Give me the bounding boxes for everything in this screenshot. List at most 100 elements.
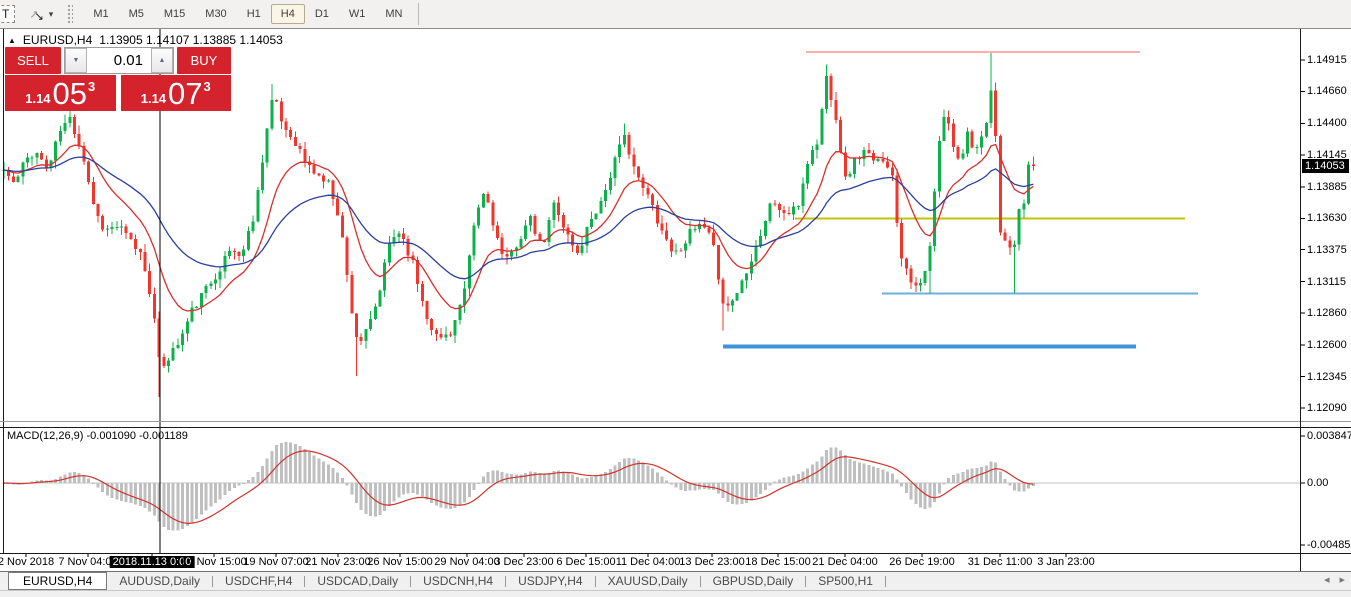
sell-price-pipette: 3 [88, 79, 96, 94]
time-axis-label: 6 Dec 15:00 [556, 556, 616, 568]
tab-separator [212, 575, 214, 587]
tab-separator [699, 575, 701, 587]
buy-button[interactable]: BUY [177, 47, 231, 74]
timeframe-toolbar: M1 M5 M15 M30 H1 H4 D1 W1 MN [83, 4, 412, 24]
timeframe-m1-button[interactable]: M1 [93, 8, 109, 20]
current-price-tag: 1.14053 [1302, 159, 1349, 174]
tab-xauusd-daily[interactable]: XAUUSD,Daily [607, 574, 688, 588]
tab-separator [505, 575, 507, 587]
time-axis-label: 26 Dec 19:00 [889, 556, 955, 568]
buy-price-pipette: 3 [203, 79, 211, 94]
buy-price-prefix: 1.14 [140, 91, 167, 106]
time-axis-label: 14 Nov 15:00 [181, 556, 247, 568]
tab-separator [410, 575, 412, 587]
tab-separator [884, 575, 886, 587]
arrange-tool-button[interactable]: ↗ ↘ ▾ [29, 6, 53, 23]
macd-axis-zero-label: 0.00 [1307, 477, 1329, 489]
price-axis-label: 1.12860 [1307, 307, 1347, 320]
macd-axis-min-label: -0.004856 [1307, 539, 1351, 551]
macd-header: MACD(12,26,9) -0.001090 -0.001189 [7, 430, 188, 442]
collapse-triangle-icon[interactable]: ▲ [8, 35, 16, 45]
time-axis-label: 21 Nov 23:00 [305, 556, 371, 568]
time-axis-label: 3 Jan 23:00 [1037, 556, 1095, 568]
tab-audusd-daily[interactable]: AUDUSD,Daily [119, 574, 201, 588]
tab-scroll-right-button[interactable]: ▸ [1339, 574, 1345, 586]
macd-value-signal: -0.001189 [139, 430, 188, 442]
tab-separator [805, 575, 807, 587]
time-axis-label: 2 Nov 2018 [0, 556, 55, 568]
time-axis-label: 26 Nov 15:00 [367, 556, 433, 568]
status-strip [0, 590, 1351, 597]
tab-usdcad-daily[interactable]: USDCAD,Daily [317, 574, 399, 588]
buy-price-big: 07 [168, 76, 203, 111]
main-panel-bottom-border [0, 421, 1351, 422]
one-click-trading-panel: SELL ▼ 0.01 ▲ BUY 1.14 05 3 1.14 07 3 [5, 47, 231, 111]
volume-value[interactable]: 0.01 [113, 52, 143, 69]
time-axis-label: 13 Dec 23:00 [679, 556, 745, 568]
timeframe-m30-button[interactable]: M30 [205, 8, 227, 20]
tab-separator [304, 575, 306, 587]
price-axis-label: 1.14915 [1307, 54, 1347, 66]
price-axis-label: 1.14660 [1307, 85, 1347, 98]
price-axis-label: 1.14145 [1307, 148, 1347, 161]
time-axis-label: 18 Dec 15:00 [745, 556, 811, 568]
price-axis-label: 1.13885 [1307, 180, 1347, 193]
tab-usdcnh-h4[interactable]: USDCNH,H4 [423, 574, 494, 588]
toolbar-separator [418, 3, 420, 25]
buy-price-button[interactable]: 1.14 07 3 [120, 75, 231, 111]
timeframe-mn-button[interactable]: MN [385, 8, 403, 20]
volume-increase-button[interactable]: ▲ [151, 48, 173, 73]
timeframe-m15-button[interactable]: M15 [163, 8, 186, 20]
timeframe-d1-button[interactable]: D1 [314, 8, 329, 20]
tab-gbpusd-daily[interactable]: GBPUSD,Daily [712, 574, 794, 588]
chevron-down-icon[interactable]: ▾ [48, 8, 54, 19]
time-axis-label: 21 Dec 04:00 [812, 556, 878, 568]
timeframe-h1-button[interactable]: H1 [246, 8, 261, 20]
arrow-up-right-icon: ↗ [29, 8, 39, 21]
tab-usdchf-h4[interactable]: USDCHF,H4 [225, 574, 293, 588]
chart-ohlc-values: 1.13905 1.14107 1.13885 1.14053 [99, 33, 283, 47]
tab-scroll-left-button[interactable]: ◂ [1323, 574, 1330, 586]
arrow-down-right-icon: ↘ [34, 10, 44, 23]
chart-symbol-period: EURUSD,H4 [22, 33, 93, 47]
toolbar: T ↗ ↘ ▾ M1 M5 M15 M30 H1 H4 D1 W1 MN [0, 0, 1351, 29]
price-axis-label: 1.13115 [1307, 275, 1346, 288]
tab-sp500-h1[interactable]: SP500,H1 [818, 574, 873, 588]
volume-decrease-button[interactable]: ▼ [65, 48, 87, 73]
price-axis-label: 1.14400 [1307, 117, 1347, 130]
price-axis-label: 1.13630 [1307, 212, 1347, 225]
chart-tab-bar: EURUSD,H4 AUDUSD,Daily USDCHF,H4 USDCAD,Dai… [0, 571, 1351, 590]
time-axis-label: 29 Nov 04:00 [434, 556, 500, 568]
chart-header: ▲ EURUSD,H4 1.13905 1.14107 1.13885 1.14… [8, 33, 283, 47]
time-axis-label: 31 Dec 11:00 [967, 556, 1033, 568]
macd-panel-top-border[interactable] [0, 427, 1351, 428]
price-axis-label: 1.13375 [1307, 243, 1347, 256]
tab-eurusd-h4[interactable]: EURUSD,H4 [8, 572, 108, 590]
price-axis-border [1300, 29, 1301, 571]
price-axis-label: 1.12600 [1307, 339, 1347, 352]
timeframe-w1-button[interactable]: W1 [348, 8, 366, 20]
tab-separator [594, 575, 596, 587]
macd-label: MACD(12,26,9) [7, 430, 84, 442]
sell-price-button[interactable]: 1.14 05 3 [5, 75, 116, 111]
tab-scroll-buttons: ◂ ▸ [1324, 572, 1345, 589]
macd-value-main: -0.001090 [86, 430, 137, 442]
price-axis-label: 1.12090 [1307, 401, 1347, 414]
sell-price-prefix: 1.14 [25, 91, 51, 106]
time-axis-label: 7 Nov 04:00 [58, 556, 118, 568]
macd-axis-max-label: 0.003847 [1307, 430, 1351, 442]
sell-price-big: 05 [52, 76, 88, 111]
price-axis-label: 1.12345 [1307, 370, 1347, 383]
toolbar-drag-handle[interactable] [67, 4, 74, 24]
chart-left-border [3, 29, 4, 553]
time-axis-border [0, 553, 1351, 554]
time-axis-label: 11 Dec 04:00 [615, 556, 681, 568]
tab-usdjpy-h4[interactable]: USDJPY,H4 [518, 574, 583, 588]
sell-button[interactable]: SELL [5, 47, 61, 74]
text-tool-icon[interactable]: T [0, 5, 16, 23]
timeframe-h4-button[interactable]: H4 [270, 4, 305, 24]
volume-spinner: ▼ 0.01 ▲ [64, 47, 174, 74]
timeframe-m5-button[interactable]: M5 [128, 8, 144, 20]
crosshair-date-tag: 2018.11.13 0:00 [109, 556, 195, 568]
